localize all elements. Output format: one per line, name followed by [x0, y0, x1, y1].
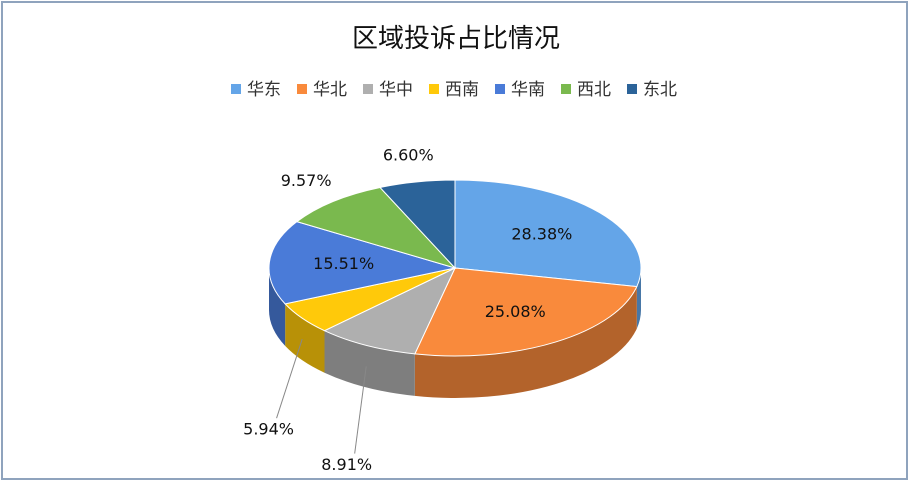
slice: [379, 179, 456, 270]
chart-title: 区域投诉占比情况: [352, 24, 560, 54]
slice: [323, 266, 457, 355]
legend-swatch: [297, 84, 307, 94]
legend-swatch: [363, 84, 373, 94]
legend-swatch: [627, 84, 637, 94]
slice: [295, 186, 457, 269]
slice-side: [414, 286, 637, 399]
slice: [454, 179, 642, 288]
legend-label: 华南: [511, 80, 545, 100]
legend-label: 华中: [379, 80, 413, 100]
slice: [414, 267, 638, 357]
data-label: 5.94%: [243, 420, 294, 439]
leader-line: [354, 366, 367, 454]
legend-label: 华东: [247, 80, 281, 100]
legend-swatch: [495, 84, 505, 94]
legend-swatch: [231, 84, 241, 94]
legend-swatch: [429, 84, 439, 94]
data-label: 28.38%: [511, 224, 572, 243]
legend-label: 东北: [643, 80, 677, 100]
data-label: 6.60%: [383, 146, 434, 165]
legend-swatch: [561, 84, 571, 94]
legend-label: 西北: [577, 80, 611, 100]
slice-side: [324, 330, 415, 396]
slice: [268, 221, 456, 305]
slice-side: [285, 303, 325, 373]
data-label: 15.51%: [313, 254, 374, 273]
slice-side: [636, 268, 641, 329]
legend-label: 西南: [445, 80, 479, 100]
data-label: 9.57%: [281, 171, 332, 190]
data-label: 8.91%: [321, 455, 372, 474]
data-label: 25.08%: [485, 302, 546, 321]
leader-line: [276, 339, 303, 419]
legend-label: 华北: [313, 80, 347, 100]
